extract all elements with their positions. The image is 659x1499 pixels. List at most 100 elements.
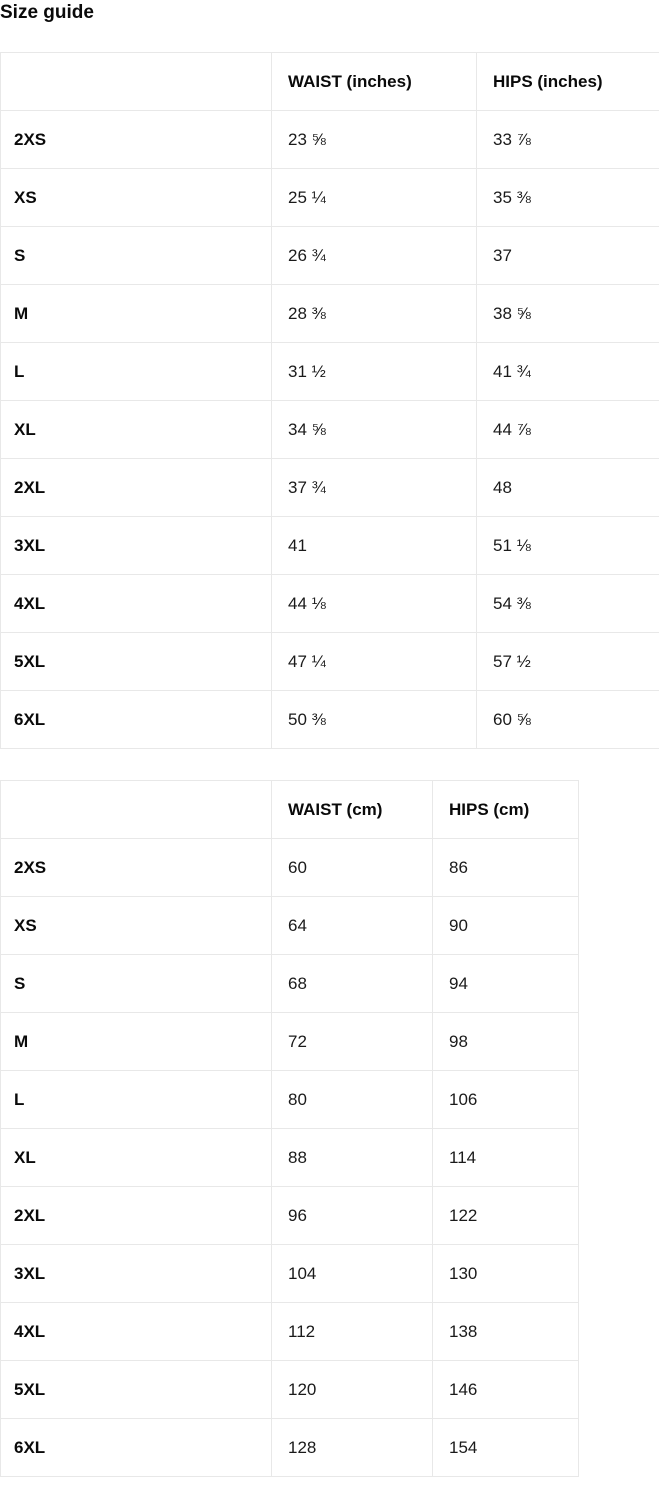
size-label: L [0, 342, 272, 401]
table-row: L 80 106 [0, 1070, 579, 1129]
waist-value: 28 ⅜ [271, 284, 477, 343]
size-column-header [0, 52, 272, 111]
hips-value: 130 [432, 1244, 579, 1303]
table-header-row: WAIST (inches) HIPS (inches) [0, 52, 659, 111]
size-label: XL [0, 1128, 272, 1187]
waist-value: 128 [271, 1418, 433, 1477]
hips-value: 57 ½ [476, 632, 659, 691]
waist-value: 60 [271, 838, 433, 897]
hips-value: 146 [432, 1360, 579, 1419]
hips-value: 86 [432, 838, 579, 897]
waist-value: 120 [271, 1360, 433, 1419]
waist-value: 88 [271, 1128, 433, 1187]
size-label: 2XL [0, 1186, 272, 1245]
waist-value: 47 ¼ [271, 632, 477, 691]
table-row: XS 25 ¼ 35 ⅜ [0, 168, 659, 227]
table-row: S 68 94 [0, 954, 579, 1013]
hips-value: 51 ⅛ [476, 516, 659, 575]
table-row: M 28 ⅜ 38 ⅝ [0, 284, 659, 343]
size-label: M [0, 1012, 272, 1071]
hips-value: 48 [476, 458, 659, 517]
waist-cm-header: WAIST (cm) [271, 780, 433, 839]
waist-value: 50 ⅜ [271, 690, 477, 749]
table-row: 5XL 47 ¼ 57 ½ [0, 632, 659, 691]
waist-inches-header: WAIST (inches) [271, 52, 477, 111]
hips-value: 35 ⅜ [476, 168, 659, 227]
table-row: XS 64 90 [0, 896, 579, 955]
waist-value: 23 ⅝ [271, 110, 477, 169]
waist-value: 37 ¾ [271, 458, 477, 517]
table-row: M 72 98 [0, 1012, 579, 1071]
table-row: S 26 ¾ 37 [0, 226, 659, 285]
size-label: 4XL [0, 574, 272, 633]
hips-value: 38 ⅝ [476, 284, 659, 343]
table-row: 3XL 104 130 [0, 1244, 579, 1303]
waist-value: 34 ⅝ [271, 400, 477, 459]
waist-value: 44 ⅛ [271, 574, 477, 633]
waist-value: 64 [271, 896, 433, 955]
waist-value: 31 ½ [271, 342, 477, 401]
table-row: XL 88 114 [0, 1128, 579, 1187]
waist-value: 25 ¼ [271, 168, 477, 227]
hips-value: 122 [432, 1186, 579, 1245]
size-label: S [0, 954, 272, 1013]
size-label: 2XL [0, 458, 272, 517]
table-row: 6XL 50 ⅜ 60 ⅝ [0, 690, 659, 749]
size-label: 2XS [0, 838, 272, 897]
hips-inches-header: HIPS (inches) [476, 52, 659, 111]
size-label: L [0, 1070, 272, 1129]
waist-value: 96 [271, 1186, 433, 1245]
table-row: 2XS 23 ⅝ 33 ⅞ [0, 110, 659, 169]
size-label: 3XL [0, 516, 272, 575]
size-label: XS [0, 168, 272, 227]
hips-value: 138 [432, 1302, 579, 1361]
waist-value: 72 [271, 1012, 433, 1071]
size-table-inches: WAIST (inches) HIPS (inches) 2XS 23 ⅝ 33… [0, 52, 659, 749]
hips-value: 106 [432, 1070, 579, 1129]
hips-value: 60 ⅝ [476, 690, 659, 749]
table-row: XL 34 ⅝ 44 ⅞ [0, 400, 659, 459]
size-table-cm: WAIST (cm) HIPS (cm) 2XS 60 86 XS 64 90 … [0, 780, 579, 1477]
table-row: 2XL 37 ¾ 48 [0, 458, 659, 517]
size-label: S [0, 226, 272, 285]
hips-value: 54 ⅜ [476, 574, 659, 633]
table-row: 2XL 96 122 [0, 1186, 579, 1245]
table-header-row: WAIST (cm) HIPS (cm) [0, 780, 579, 839]
size-label: XL [0, 400, 272, 459]
size-label: 6XL [0, 1418, 272, 1477]
table-row: 3XL 41 51 ⅛ [0, 516, 659, 575]
size-column-header [0, 780, 272, 839]
hips-value: 98 [432, 1012, 579, 1071]
table-row: 4XL 44 ⅛ 54 ⅜ [0, 574, 659, 633]
waist-value: 26 ¾ [271, 226, 477, 285]
table-row: 4XL 112 138 [0, 1302, 579, 1361]
hips-value: 154 [432, 1418, 579, 1477]
hips-value: 44 ⅞ [476, 400, 659, 459]
hips-value: 37 [476, 226, 659, 285]
table-row: 6XL 128 154 [0, 1418, 579, 1477]
waist-value: 112 [271, 1302, 433, 1361]
hips-cm-header: HIPS (cm) [432, 780, 579, 839]
waist-value: 41 [271, 516, 477, 575]
hips-value: 114 [432, 1128, 579, 1187]
waist-value: 68 [271, 954, 433, 1013]
table-row: L 31 ½ 41 ¾ [0, 342, 659, 401]
size-label: 3XL [0, 1244, 272, 1303]
page-title: Size guide [0, 2, 94, 23]
hips-value: 41 ¾ [476, 342, 659, 401]
size-label: 4XL [0, 1302, 272, 1361]
size-label: 2XS [0, 110, 272, 169]
waist-value: 104 [271, 1244, 433, 1303]
waist-value: 80 [271, 1070, 433, 1129]
hips-value: 33 ⅞ [476, 110, 659, 169]
table-row: 2XS 60 86 [0, 838, 579, 897]
hips-value: 90 [432, 896, 579, 955]
table-row: 5XL 120 146 [0, 1360, 579, 1419]
size-label: 5XL [0, 1360, 272, 1419]
size-label: 5XL [0, 632, 272, 691]
size-label: 6XL [0, 690, 272, 749]
hips-value: 94 [432, 954, 579, 1013]
size-label: XS [0, 896, 272, 955]
size-label: M [0, 284, 272, 343]
